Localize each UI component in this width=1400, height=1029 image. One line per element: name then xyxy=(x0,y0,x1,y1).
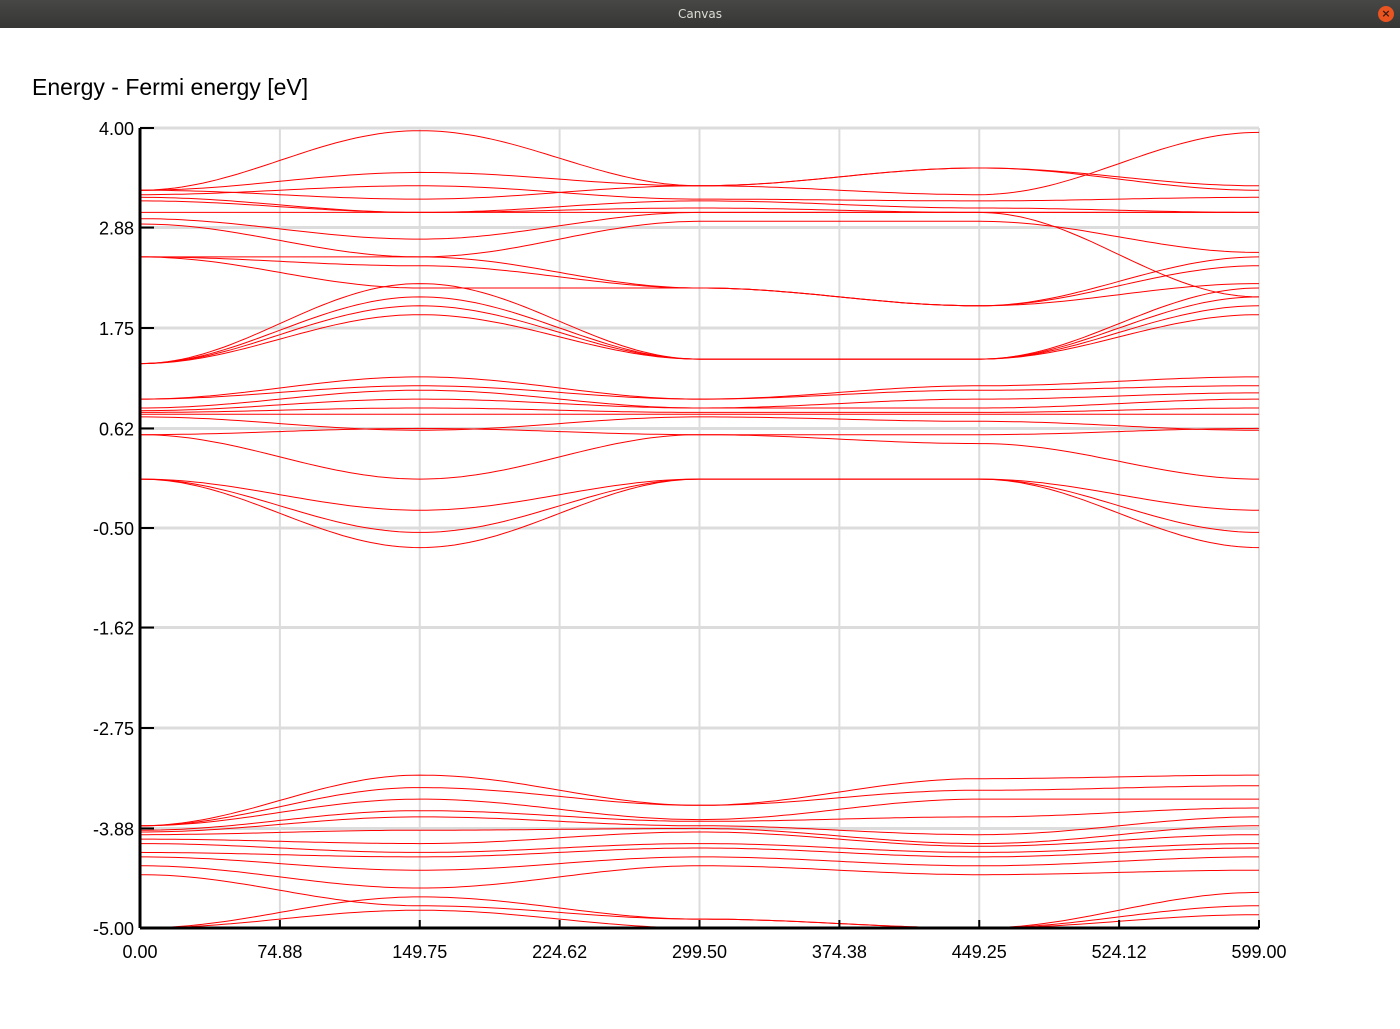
y-tick-label: 4.00 xyxy=(99,119,134,139)
x-tick-label: 74.88 xyxy=(257,942,302,962)
band-line xyxy=(140,831,1259,847)
y-tick-label: 1.75 xyxy=(99,319,134,339)
band-line xyxy=(140,385,1259,400)
x-tick-label: 299.50 xyxy=(672,942,727,962)
y-tick-label: 0.62 xyxy=(99,419,134,439)
close-button[interactable]: × xyxy=(1378,6,1394,22)
y-tick-label: -0.50 xyxy=(93,519,134,539)
x-tick-label: 599.00 xyxy=(1231,942,1286,962)
window-title: Canvas xyxy=(677,7,723,21)
band-line xyxy=(140,211,1260,298)
band-structure-chart: Energy - Fermi energy [eV] 0.00 74.88 149.… xyxy=(32,74,1287,962)
y-axis-title: Energy - Fermi energy [eV] xyxy=(32,74,308,100)
band-line xyxy=(140,896,1259,929)
window-titlebar: Canvas × xyxy=(0,0,1400,28)
x-tick-label: 0.00 xyxy=(122,942,157,962)
band-line xyxy=(140,816,1259,836)
tick-labels: 0.00 74.88 149.75 224.62 299.50 374.38 449.25 5… xyxy=(93,119,1287,962)
band-line xyxy=(139,785,1259,827)
band-line xyxy=(139,220,1259,258)
x-tick-label: 149.75 xyxy=(392,942,447,962)
band-line xyxy=(140,865,1259,889)
y-tick-label: -1.62 xyxy=(93,619,134,639)
close-icon: × xyxy=(1381,7,1391,20)
band-line xyxy=(139,196,1259,213)
band-line xyxy=(140,416,1259,431)
band-line xyxy=(140,185,1259,202)
band-line xyxy=(140,825,1259,845)
band-line xyxy=(140,167,1259,200)
x-tick-label: 524.12 xyxy=(1092,942,1147,962)
y-tick-label: -5.00 xyxy=(93,919,134,939)
x-tick-label: 449.25 xyxy=(952,942,1007,962)
band-line xyxy=(140,256,1259,307)
band-line xyxy=(139,798,1259,827)
x-tick-label: 224.62 xyxy=(532,942,587,962)
axes xyxy=(138,127,1260,930)
canvas-area: Energy - Fermi energy [eV] 0.00 74.88 149.… xyxy=(0,28,1400,1029)
band-line xyxy=(139,478,1260,549)
band-line xyxy=(139,314,1259,365)
band-line xyxy=(140,843,1259,853)
y-tick-label: -2.75 xyxy=(93,719,134,739)
x-tick-label: 374.38 xyxy=(812,942,867,962)
band-line xyxy=(140,807,1259,831)
band-line xyxy=(139,847,1259,858)
bands xyxy=(139,130,1260,929)
band-line xyxy=(140,434,1259,480)
y-tick-label: 2.88 xyxy=(99,219,134,239)
band-line xyxy=(139,398,1259,412)
y-tick-label: -3.88 xyxy=(93,819,134,839)
band-line xyxy=(140,407,1259,413)
band-line xyxy=(140,856,1259,871)
